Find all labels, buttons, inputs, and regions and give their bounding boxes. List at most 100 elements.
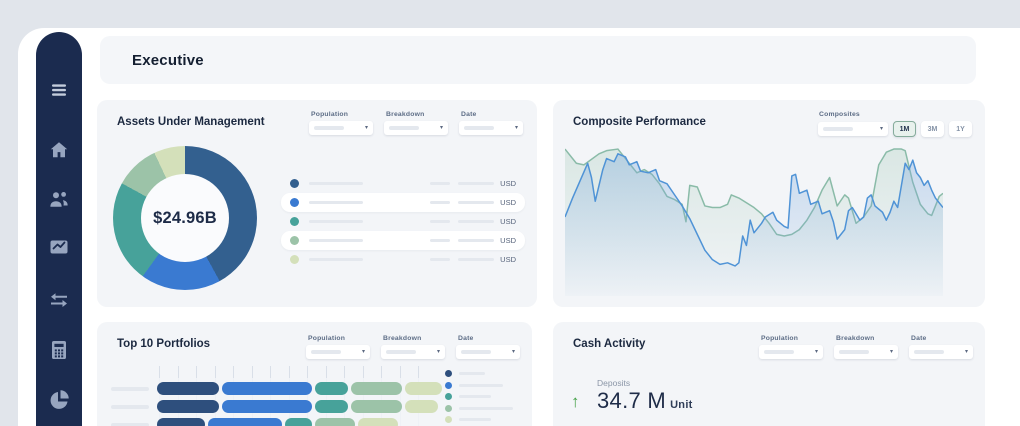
aum-donut-chart[interactable]: $24.96B — [113, 146, 257, 290]
date-dropdown[interactable]: ▾ — [456, 345, 520, 359]
series-dot — [290, 236, 299, 245]
portfolio-bar-row[interactable] — [111, 382, 445, 395]
composites-dropdown[interactable]: ▾ — [818, 122, 888, 136]
grid-tick — [344, 366, 345, 426]
grid-tick — [418, 366, 419, 426]
range-button-1y[interactable]: 1Y — [949, 121, 972, 137]
portfolio-bar-row[interactable] — [111, 418, 401, 426]
chevron-down-icon: ▾ — [436, 349, 440, 355]
grid-tick — [177, 366, 179, 426]
range-button-1m[interactable]: 1M — [893, 121, 916, 137]
filter-breakdown: Breakdown ▾ — [381, 335, 445, 359]
aum-list-row[interactable]: USD — [281, 212, 525, 231]
page-title: Executive — [132, 51, 204, 69]
bar-segment — [351, 382, 402, 395]
bar-segment — [358, 418, 398, 426]
dropdown-placeholder — [389, 126, 419, 130]
row-amount-placeholder — [458, 181, 495, 186]
top10-card-title: Top 10 Portfolios — [117, 338, 211, 350]
legend-label-placeholder — [459, 418, 491, 422]
currency-label: USD — [500, 255, 516, 264]
bar-segment — [315, 382, 348, 395]
population-dropdown[interactable]: ▾ — [309, 121, 373, 135]
chevron-down-icon: ▾ — [814, 349, 818, 355]
chevron-down-icon: ▾ — [889, 349, 893, 355]
breakdown-dropdown[interactable]: ▾ — [384, 121, 448, 135]
bar-segment — [222, 400, 312, 413]
row-name-placeholder — [309, 200, 363, 205]
portfolio-name-placeholder — [111, 422, 149, 426]
home-icon[interactable] — [47, 138, 71, 162]
legend-item[interactable] — [445, 414, 513, 426]
chevron-down-icon: ▾ — [361, 349, 365, 355]
population-dropdown[interactable]: ▾ — [306, 345, 370, 359]
chevron-down-icon: ▾ — [964, 349, 968, 355]
bar-segment — [157, 400, 219, 413]
date-dropdown[interactable]: ▾ — [459, 121, 523, 135]
composite-blue-line — [565, 154, 943, 266]
bar-segment — [405, 382, 442, 395]
legend-label-placeholder — [459, 383, 503, 387]
composites-dropdown-label: Composites — [819, 111, 860, 118]
legend-item[interactable] — [445, 403, 513, 415]
filter-label: Population — [308, 335, 346, 342]
composite-performance-chart[interactable] — [565, 138, 943, 296]
population-dropdown[interactable]: ▾ — [759, 345, 823, 359]
users-icon[interactable] — [47, 187, 71, 211]
aum-list-row[interactable]: USD — [281, 193, 525, 212]
chevron-down-icon: ▾ — [364, 125, 368, 131]
trend-up-arrow-icon: ↑ — [571, 392, 580, 411]
row-name-placeholder — [309, 219, 363, 224]
currency-label: USD — [500, 236, 516, 245]
allocation-pie-icon[interactable] — [47, 388, 71, 412]
filter-label: Date — [458, 335, 474, 342]
date-dropdown[interactable]: ▾ — [909, 345, 973, 359]
series-dot — [290, 255, 299, 264]
aum-row-list: USD USD USD USD USD — [281, 174, 525, 269]
deposits-value-row: 34.7 M Unit — [597, 388, 693, 414]
legend-item[interactable] — [445, 368, 513, 380]
series-dot — [290, 198, 299, 207]
performance-icon[interactable] — [47, 235, 71, 259]
deposits-label: Deposits — [597, 378, 631, 388]
currency-label: USD — [500, 179, 516, 188]
deposits-value: 34.7 M — [597, 388, 667, 413]
menu-icon[interactable] — [47, 78, 71, 102]
filter-label: Breakdown — [386, 111, 425, 118]
breakdown-dropdown[interactable]: ▾ — [381, 345, 445, 359]
cash-activity-card: Cash Activity Population ▾ Breakdown ▾ Date ▾… — [553, 322, 985, 426]
grid-tick — [325, 366, 327, 426]
aum-filters: Population ▾ Breakdown ▾ Date ▾ — [309, 111, 523, 135]
aum-total-value: $24.96B — [153, 208, 217, 227]
grid-tick — [307, 366, 308, 426]
aum-card-title: Assets Under Management — [117, 116, 265, 128]
top10-legend — [445, 368, 513, 426]
bar-segment — [157, 382, 219, 395]
grid-tick — [381, 366, 382, 426]
dropdown-placeholder — [464, 126, 494, 130]
row-amount-placeholder — [458, 219, 495, 224]
legend-item[interactable] — [445, 380, 513, 392]
chevron-down-icon: ▾ — [514, 125, 518, 131]
currency-label: USD — [500, 198, 516, 207]
bar-segment — [315, 418, 355, 426]
bar-segment — [351, 400, 402, 413]
aum-list-row[interactable]: USD — [281, 231, 525, 250]
portfolio-bar-row[interactable] — [111, 400, 441, 413]
composite-performance-card: Composite Performance Composites ▾ 1M 3M 1… — [553, 100, 985, 307]
calculator-icon[interactable] — [47, 338, 71, 362]
series-dot — [290, 217, 299, 226]
series-dot — [290, 179, 299, 188]
transfers-icon[interactable] — [47, 288, 71, 312]
legend-item[interactable] — [445, 391, 513, 403]
bar-segment — [285, 418, 312, 426]
filter-population: Population ▾ — [306, 335, 370, 359]
range-button-group: 1M 3M 1Y — [893, 121, 972, 137]
filter-population: Population ▾ — [759, 335, 823, 359]
range-button-3m[interactable]: 3M — [921, 121, 944, 137]
breakdown-dropdown[interactable]: ▾ — [834, 345, 898, 359]
aum-list-row[interactable]: USD — [281, 250, 525, 269]
filter-date: Date ▾ — [909, 335, 973, 359]
legend-label-placeholder — [459, 395, 491, 399]
aum-list-row[interactable]: USD — [281, 174, 525, 193]
